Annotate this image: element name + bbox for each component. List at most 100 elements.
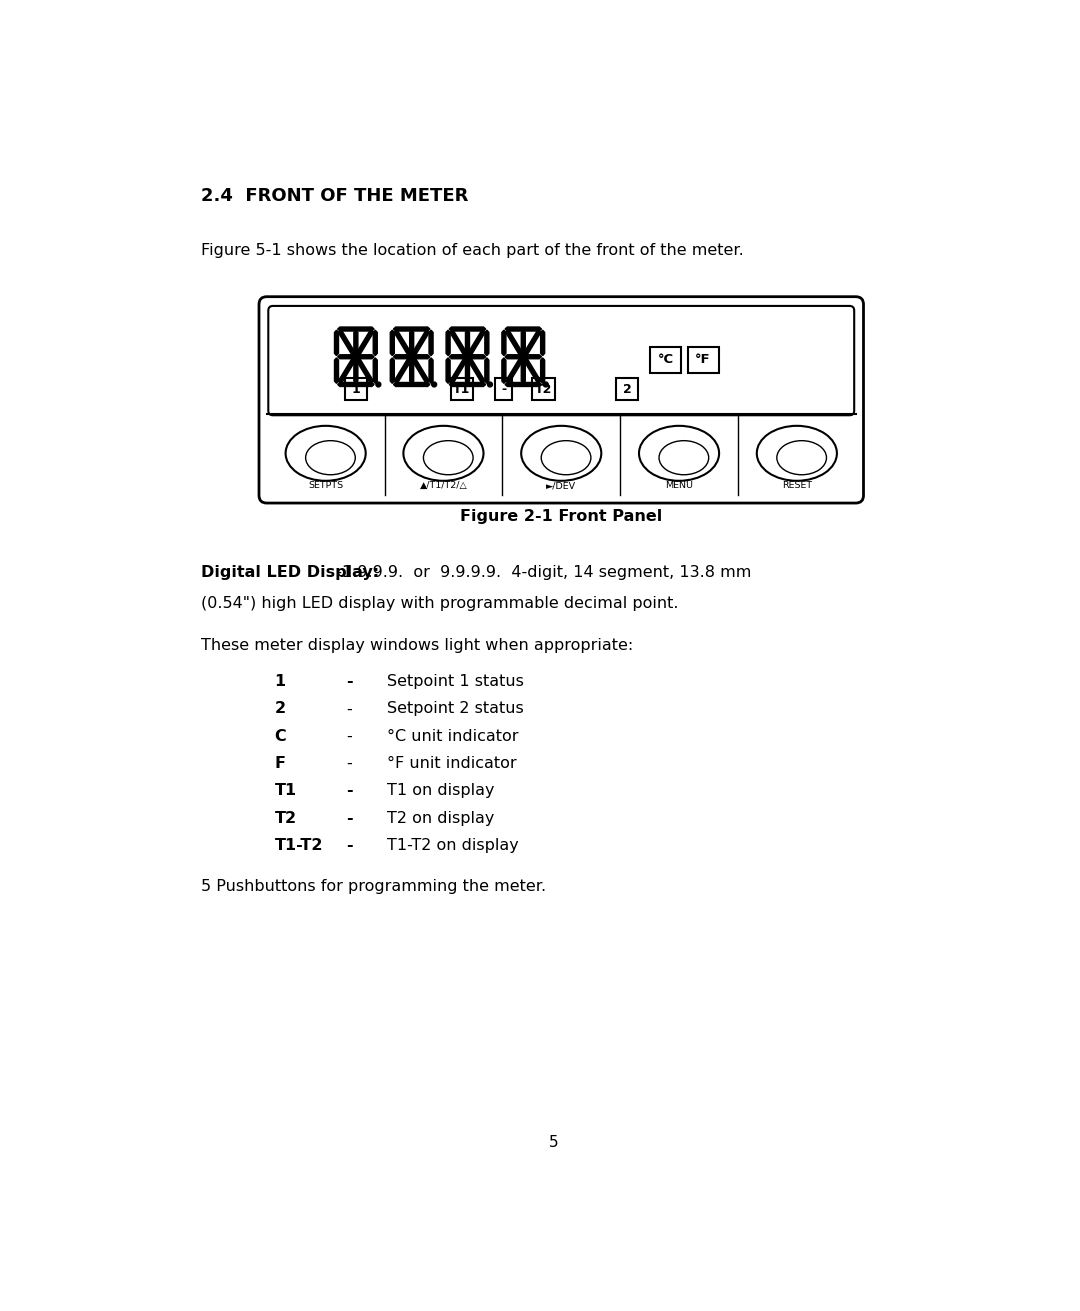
Polygon shape [485,358,489,383]
Text: T2: T2 [274,810,297,826]
Text: -: - [347,674,353,690]
Text: T1-T2: T1-T2 [274,838,323,853]
Text: 1: 1 [274,674,285,690]
FancyBboxPatch shape [496,379,512,400]
Ellipse shape [757,426,837,481]
Text: C: C [274,729,286,743]
Text: °F: °F [696,354,711,366]
Ellipse shape [423,440,473,475]
Polygon shape [467,357,485,383]
Polygon shape [522,358,525,383]
Polygon shape [523,330,541,357]
FancyBboxPatch shape [450,379,473,400]
Text: °C: °C [658,354,674,366]
Text: 1: 1 [351,383,361,396]
Polygon shape [390,330,394,355]
Polygon shape [449,330,468,357]
Circle shape [487,382,492,387]
Polygon shape [429,330,433,355]
Polygon shape [541,330,544,355]
Text: MENU: MENU [665,481,693,490]
Polygon shape [394,330,413,357]
Polygon shape [355,357,374,383]
Text: T1: T1 [454,383,471,396]
Text: 2: 2 [274,701,285,716]
Text: T1-T2 on display: T1-T2 on display [387,838,518,853]
Polygon shape [523,357,541,383]
Text: T1: T1 [274,784,297,798]
Ellipse shape [639,426,719,481]
Polygon shape [541,358,544,383]
Text: 5 Pushbuttons for programming the meter.: 5 Pushbuttons for programming the meter. [201,880,546,894]
Polygon shape [465,358,470,383]
Polygon shape [449,383,486,387]
Polygon shape [449,355,486,359]
FancyBboxPatch shape [259,296,864,503]
Text: T2 on display: T2 on display [387,810,495,826]
Polygon shape [374,358,377,383]
Polygon shape [505,355,541,359]
Polygon shape [446,358,450,383]
Circle shape [432,382,436,387]
Text: These meter display windows light when appropriate:: These meter display windows light when a… [201,637,633,653]
Polygon shape [502,358,505,383]
Text: Figure 5-1 shows the location of each part of the front of the meter.: Figure 5-1 shows the location of each pa… [201,243,744,258]
Polygon shape [338,326,374,330]
Text: RESET: RESET [782,481,812,490]
Polygon shape [505,357,524,383]
FancyBboxPatch shape [617,379,638,400]
Polygon shape [467,330,485,357]
Text: -: - [347,701,352,716]
Polygon shape [338,383,374,387]
Text: 2: 2 [623,383,632,396]
Text: Digital LED Display:: Digital LED Display: [201,565,379,579]
FancyBboxPatch shape [532,379,555,400]
Polygon shape [374,330,377,355]
Circle shape [376,382,381,387]
Polygon shape [465,330,470,355]
Polygon shape [485,330,489,355]
Polygon shape [409,330,414,355]
Ellipse shape [404,426,484,481]
Ellipse shape [522,426,602,481]
Polygon shape [390,358,394,383]
Text: (0.54") high LED display with programmable decimal point.: (0.54") high LED display with programmab… [201,597,678,611]
Polygon shape [338,357,356,383]
Polygon shape [446,330,450,355]
Polygon shape [354,330,357,355]
Polygon shape [411,330,430,357]
FancyBboxPatch shape [345,379,367,400]
Polygon shape [522,330,525,355]
Polygon shape [393,326,430,330]
Polygon shape [409,358,414,383]
Text: 2.4  FRONT OF THE METER: 2.4 FRONT OF THE METER [201,187,469,206]
Ellipse shape [541,440,591,475]
Text: -1.9.9.9.  or  9.9.9.9.  4-digit, 14 segment, 13.8 mm: -1.9.9.9. or 9.9.9.9. 4-digit, 14 segmen… [326,565,752,579]
Text: T1 on display: T1 on display [387,784,495,798]
Polygon shape [505,383,541,387]
Polygon shape [338,330,356,357]
Polygon shape [505,330,524,357]
Polygon shape [449,357,468,383]
FancyBboxPatch shape [268,305,854,416]
Text: ▲/T1/T2/△: ▲/T1/T2/△ [419,481,468,490]
Ellipse shape [659,440,708,475]
Polygon shape [355,330,374,357]
Polygon shape [502,330,505,355]
Text: T2: T2 [535,383,552,396]
Circle shape [543,382,549,387]
Text: -: - [347,838,353,853]
Text: 5: 5 [549,1135,558,1150]
Text: F: F [274,756,285,771]
Polygon shape [429,358,433,383]
Text: ►/DEV: ►/DEV [546,481,577,490]
Text: -: - [347,729,352,743]
Polygon shape [411,357,430,383]
Ellipse shape [777,440,826,475]
Polygon shape [335,358,338,383]
Polygon shape [449,326,486,330]
Text: °C unit indicator: °C unit indicator [387,729,518,743]
Text: -: - [501,383,507,396]
Text: -: - [347,756,352,771]
Polygon shape [354,358,357,383]
